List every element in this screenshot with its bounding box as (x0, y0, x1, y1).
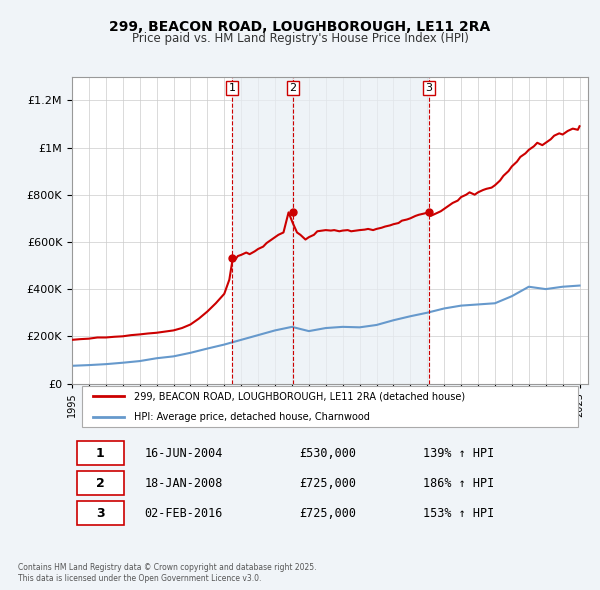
Text: 2: 2 (96, 477, 105, 490)
Text: Price paid vs. HM Land Registry's House Price Index (HPI): Price paid vs. HM Land Registry's House … (131, 32, 469, 45)
Bar (293, 77, 429, 384)
Text: £725,000: £725,000 (299, 477, 356, 490)
Text: 299, BEACON ROAD, LOUGHBOROUGH, LE11 2RA: 299, BEACON ROAD, LOUGHBOROUGH, LE11 2RA (109, 19, 491, 34)
Text: 299, BEACON ROAD, LOUGHBOROUGH, LE11 2RA (detached house): 299, BEACON ROAD, LOUGHBOROUGH, LE11 2RA… (134, 391, 465, 401)
Text: 2: 2 (289, 83, 296, 93)
FancyBboxPatch shape (77, 471, 124, 495)
Text: 3: 3 (96, 507, 104, 520)
Text: HPI: Average price, detached house, Charnwood: HPI: Average price, detached house, Char… (134, 412, 370, 422)
Text: Contains HM Land Registry data © Crown copyright and database right 2025.
This d: Contains HM Land Registry data © Crown c… (18, 563, 317, 583)
Bar (232, 77, 293, 384)
Text: 186% ↑ HPI: 186% ↑ HPI (423, 477, 494, 490)
Text: 153% ↑ HPI: 153% ↑ HPI (423, 507, 494, 520)
Text: 1: 1 (96, 447, 105, 460)
Text: 3: 3 (425, 83, 433, 93)
Text: 02-FEB-2016: 02-FEB-2016 (144, 507, 223, 520)
Text: £725,000: £725,000 (299, 507, 356, 520)
FancyBboxPatch shape (77, 502, 124, 525)
Text: 1: 1 (229, 83, 236, 93)
Text: 16-JUN-2004: 16-JUN-2004 (144, 447, 223, 460)
Text: £530,000: £530,000 (299, 447, 356, 460)
Text: 139% ↑ HPI: 139% ↑ HPI (423, 447, 494, 460)
FancyBboxPatch shape (82, 386, 578, 427)
Text: 18-JAN-2008: 18-JAN-2008 (144, 477, 223, 490)
FancyBboxPatch shape (77, 441, 124, 465)
